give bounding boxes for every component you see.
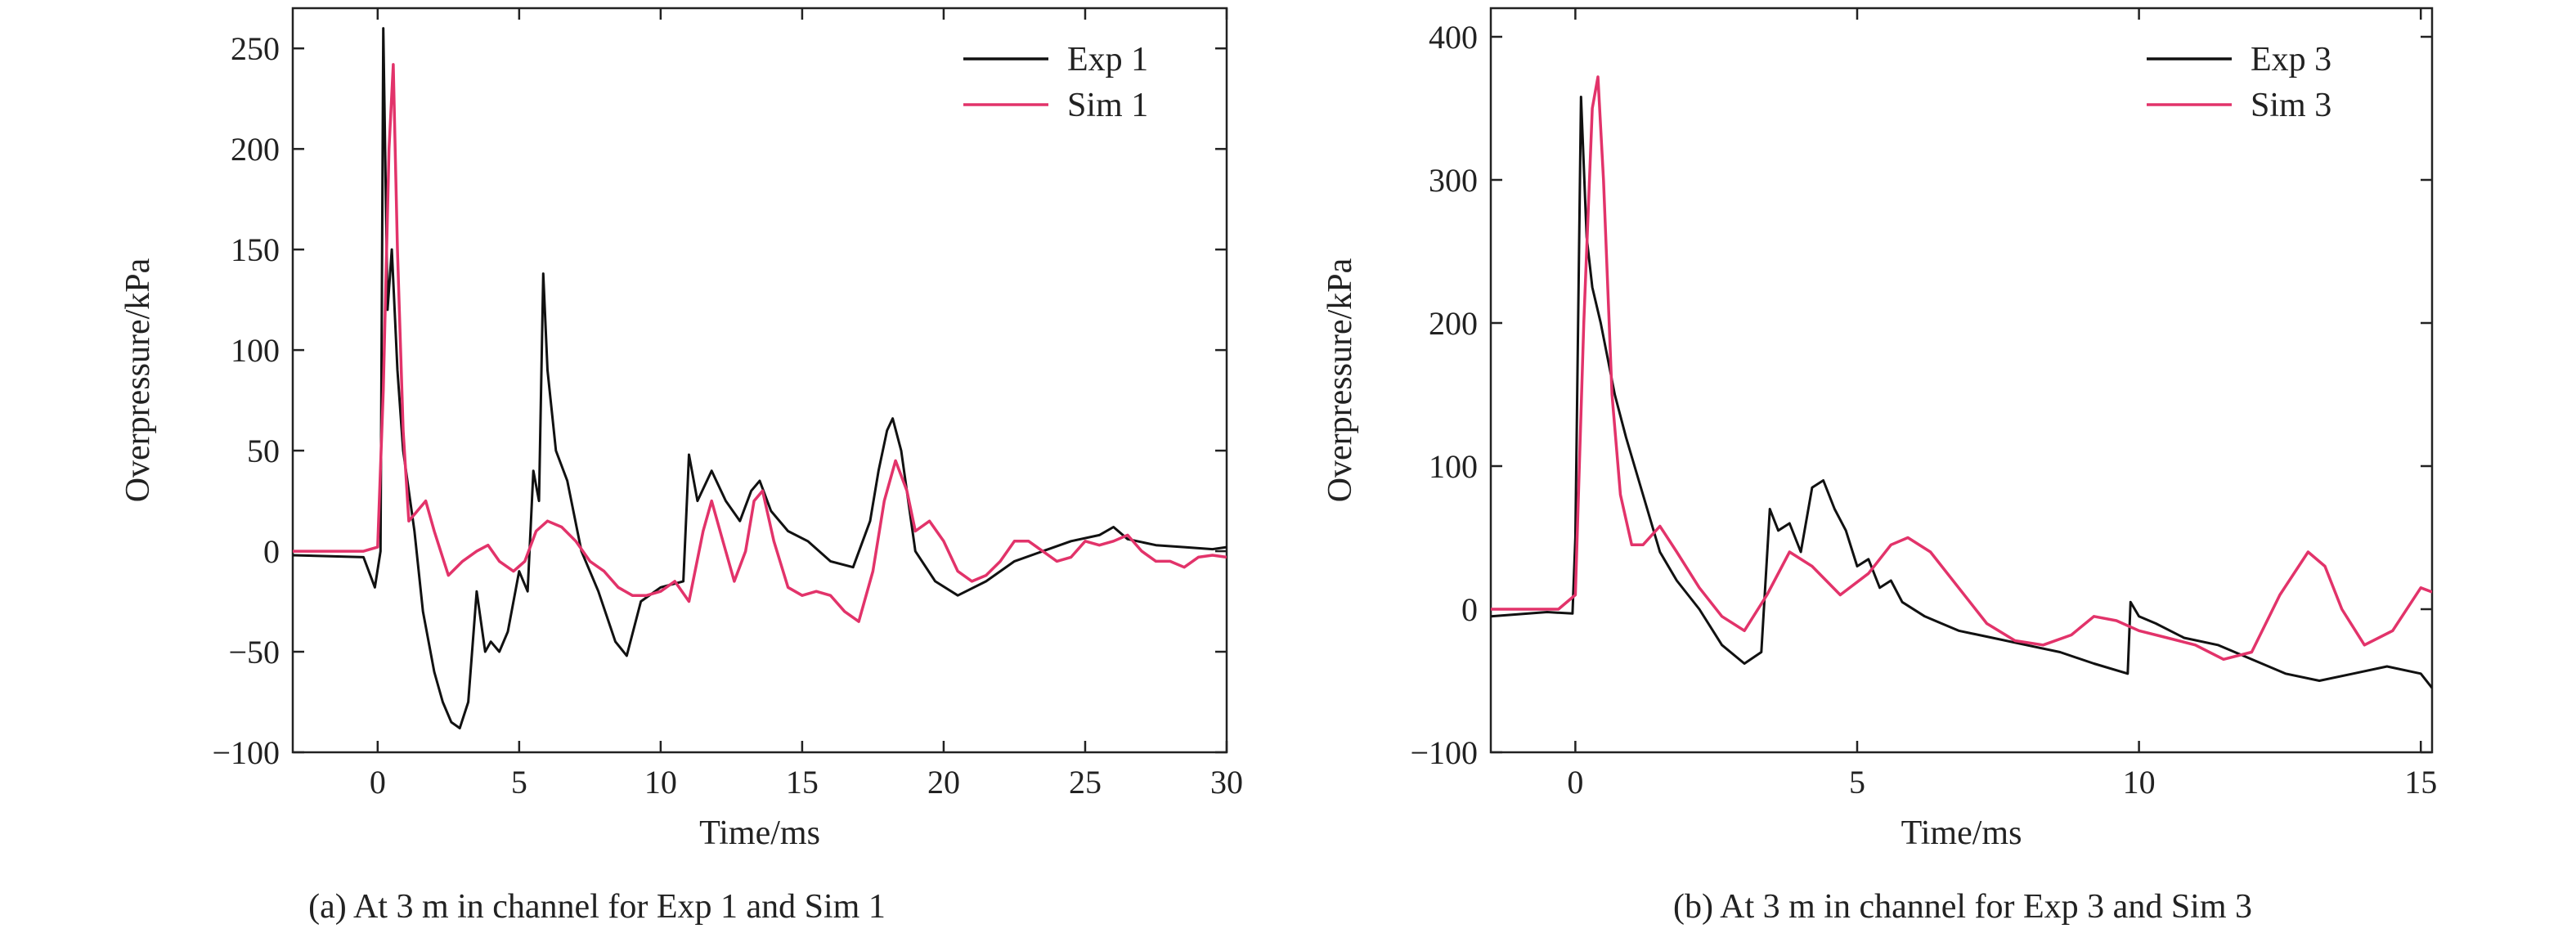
y-tick-label: 0 bbox=[1461, 591, 1478, 628]
chart-panel-a: 0 5 10 15 20 25 30 −100 −50 0 50 100 150 200 250 Time/m… bbox=[119, 7, 1243, 926]
x-tick-label: 10 bbox=[2123, 764, 2156, 801]
legend-label: Exp 3 bbox=[2251, 41, 2331, 78]
y-tick-label: 150 bbox=[231, 231, 280, 268]
y-tick-label: 400 bbox=[1429, 19, 1478, 56]
x-tick-label: 25 bbox=[1069, 764, 1102, 801]
series-line-exp-3 bbox=[1491, 96, 2432, 689]
x-tick-label: 15 bbox=[2404, 764, 2437, 801]
y-tick-label: 50 bbox=[247, 433, 280, 469]
series-line-sim-3 bbox=[1491, 75, 2432, 662]
x-tick-label: 10 bbox=[644, 764, 677, 801]
y-tick-label: 200 bbox=[231, 131, 280, 168]
x-tick-label: 5 bbox=[511, 764, 527, 801]
x-axis-title: Time/ms bbox=[1901, 814, 2022, 852]
y-tick-label: −50 bbox=[228, 634, 280, 671]
y-tick-label: −100 bbox=[212, 734, 280, 771]
x-axis-title: Time/ms bbox=[699, 814, 820, 852]
x-tick-label: 0 bbox=[370, 764, 386, 801]
series-line-sim-1 bbox=[293, 63, 1227, 623]
x-tick-label: 30 bbox=[1210, 764, 1243, 801]
y-tick-label: −100 bbox=[1410, 734, 1478, 771]
plot-frame bbox=[1489, 7, 2434, 754]
y-tick-label: 100 bbox=[231, 332, 280, 369]
series-line-exp-1 bbox=[293, 27, 1227, 729]
legend-label: Sim 3 bbox=[2251, 87, 2331, 124]
y-tick-label: 0 bbox=[263, 533, 280, 570]
x-tick-label: 0 bbox=[1567, 764, 1583, 801]
y-tick-label: 300 bbox=[1429, 162, 1478, 199]
y-tick-label: 200 bbox=[1429, 305, 1478, 342]
legend-label: Sim 1 bbox=[1067, 87, 1148, 124]
x-tick-label: 5 bbox=[1849, 764, 1865, 801]
figure-caption: (a) At 3 m in channel for Exp 1 and Sim … bbox=[308, 888, 886, 926]
figure-caption: (b) At 3 m in channel for Exp 3 and Sim … bbox=[1673, 888, 2252, 926]
plot-frame bbox=[291, 7, 1228, 754]
y-tick-label: 250 bbox=[231, 30, 280, 67]
y-tick-label: 100 bbox=[1429, 448, 1478, 485]
chart-panel-b: 0 5 10 15 −100 0 100 200 300 400 Time/ms Overpressu… bbox=[1322, 7, 2437, 926]
x-tick-label: 15 bbox=[786, 764, 819, 801]
y-axis-title: Overpressure/kPa bbox=[1322, 258, 1359, 502]
legend-label: Exp 1 bbox=[1067, 41, 1148, 78]
x-tick-label: 20 bbox=[927, 764, 960, 801]
y-axis-title: Overpressure/kPa bbox=[119, 258, 157, 502]
